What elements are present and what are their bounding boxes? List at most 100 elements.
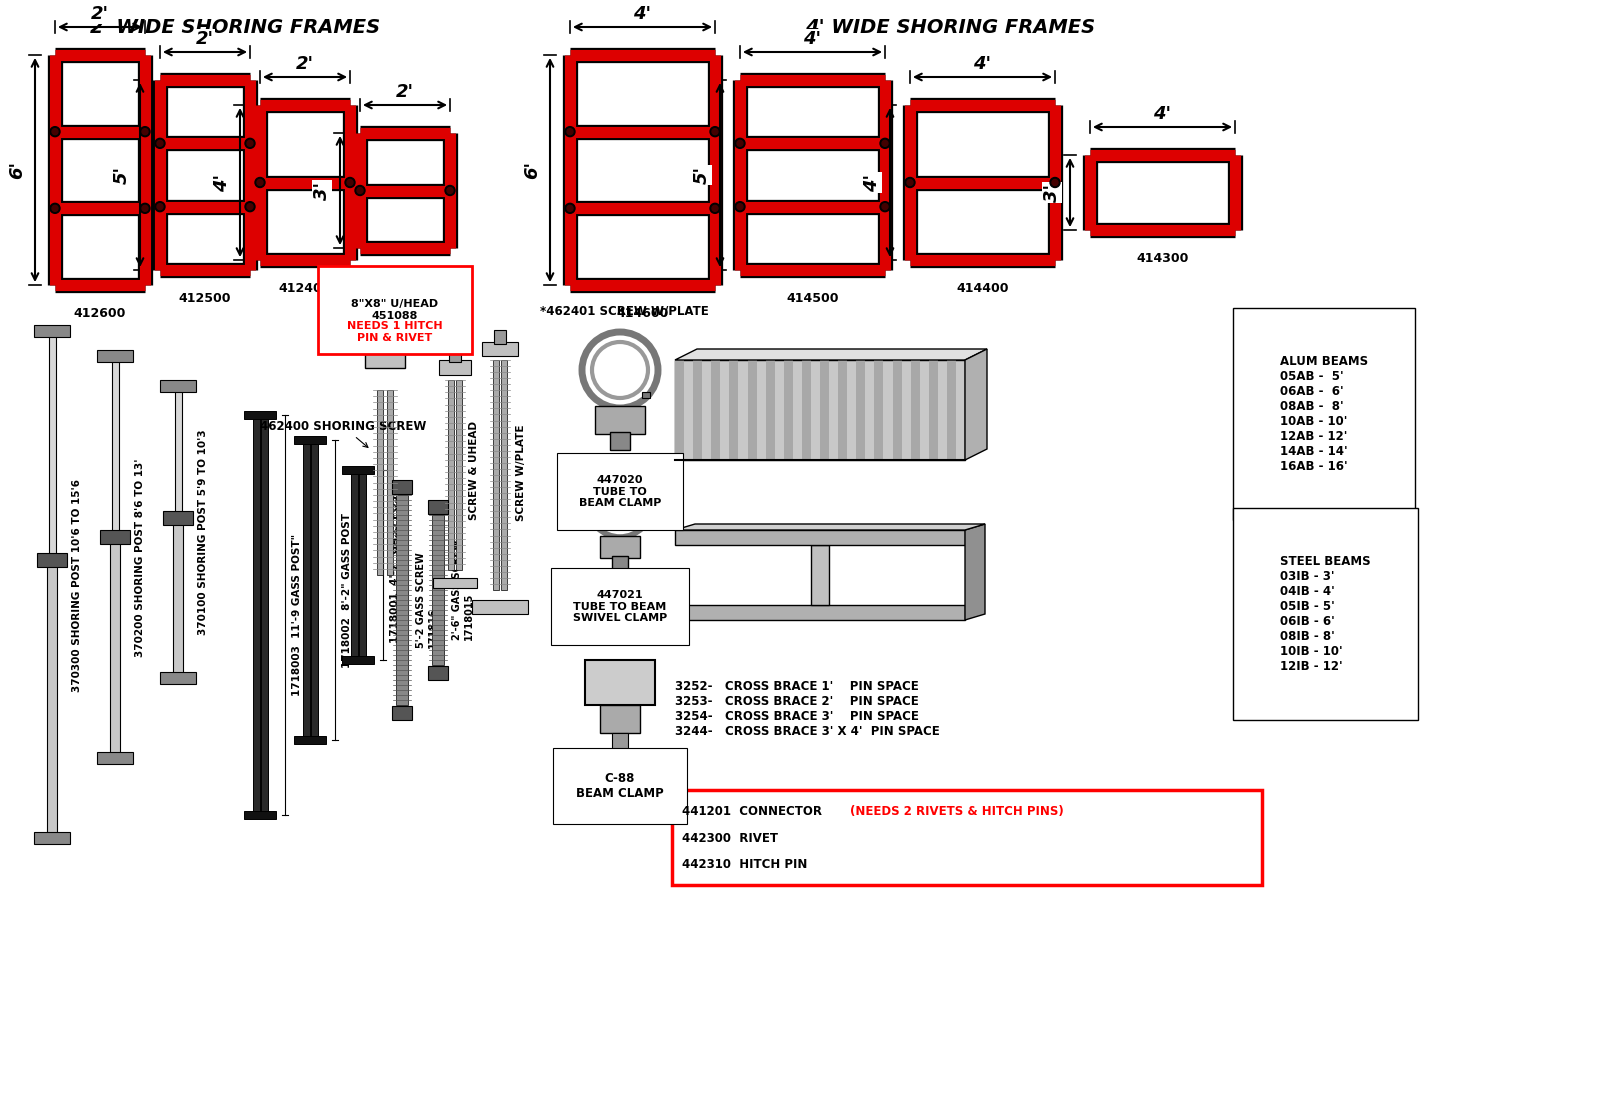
Text: 412500: 412500 bbox=[179, 292, 232, 305]
Polygon shape bbox=[675, 349, 987, 360]
Circle shape bbox=[155, 138, 165, 149]
Bar bbox=[429, 500, 448, 514]
Text: 4': 4' bbox=[862, 174, 882, 191]
Circle shape bbox=[1050, 177, 1059, 187]
Text: 370200 SHORING POST 8'6 TO 13': 370200 SHORING POST 8'6 TO 13' bbox=[134, 458, 146, 656]
Bar bbox=[160, 672, 195, 684]
Bar bbox=[253, 415, 259, 815]
Text: 412400: 412400 bbox=[379, 270, 432, 283]
Text: 370100 SHORING POST 5'9 TO 10'3: 370100 SHORING POST 5'9 TO 10'3 bbox=[198, 430, 208, 636]
Bar bbox=[48, 330, 56, 559]
Bar bbox=[397, 494, 408, 705]
Text: 4': 4' bbox=[973, 55, 992, 73]
Bar bbox=[874, 360, 883, 459]
Text: *462401 SCREW W/PLATE: *462401 SCREW W/PLATE bbox=[541, 305, 709, 318]
Bar bbox=[243, 811, 277, 819]
Text: 2': 2' bbox=[91, 5, 109, 23]
Text: 462400 SHORING SCREW: 462400 SHORING SCREW bbox=[259, 420, 426, 447]
Text: 4': 4' bbox=[213, 174, 230, 191]
Bar bbox=[501, 360, 507, 590]
Circle shape bbox=[346, 177, 355, 187]
Bar bbox=[448, 380, 454, 570]
Bar bbox=[438, 360, 470, 375]
Text: 414600: 414600 bbox=[616, 307, 669, 321]
Text: 8"X8" U/HEAD
451088: 8"X8" U/HEAD 451088 bbox=[352, 299, 438, 321]
Bar bbox=[37, 552, 67, 567]
Polygon shape bbox=[965, 349, 987, 459]
Text: SCREW W/PLATE: SCREW W/PLATE bbox=[515, 424, 526, 521]
Polygon shape bbox=[675, 524, 986, 529]
Bar bbox=[600, 705, 640, 733]
Text: 4' WIDE SHORING FRAMES: 4' WIDE SHORING FRAMES bbox=[805, 18, 1094, 37]
Bar bbox=[98, 350, 133, 362]
Bar bbox=[243, 411, 277, 419]
Bar bbox=[160, 380, 195, 392]
Text: 3252-   CROSS BRACE 1'    PIN SPACE
3253-   CROSS BRACE 2'    PIN SPACE
3254-   : 3252- CROSS BRACE 1' PIN SPACE 3253- CRO… bbox=[675, 680, 939, 738]
Circle shape bbox=[155, 201, 165, 211]
Bar bbox=[928, 360, 938, 459]
Circle shape bbox=[142, 129, 147, 135]
Bar bbox=[600, 536, 640, 558]
Bar bbox=[350, 470, 358, 660]
Circle shape bbox=[157, 140, 163, 147]
Text: 5': 5' bbox=[693, 166, 710, 184]
Bar bbox=[163, 511, 194, 525]
Text: 414300: 414300 bbox=[1136, 252, 1189, 265]
Text: 2': 2' bbox=[296, 55, 314, 73]
Text: 447021
TUBE TO BEAM
SWIVEL CLAMP: 447021 TUBE TO BEAM SWIVEL CLAMP bbox=[573, 590, 667, 624]
Bar bbox=[173, 517, 182, 680]
Circle shape bbox=[710, 203, 720, 213]
Circle shape bbox=[254, 177, 266, 187]
Text: 1718003  11'-9 GASS POST": 1718003 11'-9 GASS POST" bbox=[291, 534, 302, 696]
Circle shape bbox=[882, 203, 888, 210]
Circle shape bbox=[258, 179, 262, 186]
Bar bbox=[378, 330, 394, 352]
Text: STEEL BEAMS
03IB - 3'
04IB - 4'
05IB - 5'
06IB - 6'
08IB - 8'
10IB - 10'
12IB - : STEEL BEAMS 03IB - 3' 04IB - 4' 05IB - 5… bbox=[1280, 555, 1371, 673]
Bar bbox=[46, 559, 58, 840]
Circle shape bbox=[245, 138, 254, 149]
Bar bbox=[893, 360, 901, 459]
Circle shape bbox=[157, 203, 163, 210]
Bar bbox=[712, 360, 720, 459]
Bar bbox=[261, 415, 269, 815]
Bar bbox=[642, 392, 650, 398]
Circle shape bbox=[357, 187, 363, 194]
Bar bbox=[747, 360, 757, 459]
Bar bbox=[112, 354, 118, 537]
Text: NEEDS 1 HITCH
PIN & RIVET: NEEDS 1 HITCH PIN & RIVET bbox=[347, 322, 443, 342]
Circle shape bbox=[710, 127, 720, 137]
Circle shape bbox=[50, 127, 61, 137]
Bar bbox=[838, 360, 846, 459]
Circle shape bbox=[734, 138, 746, 149]
Text: 414500: 414500 bbox=[786, 292, 838, 305]
Circle shape bbox=[738, 140, 742, 147]
Bar bbox=[947, 360, 955, 459]
Circle shape bbox=[880, 201, 890, 211]
Circle shape bbox=[141, 127, 150, 137]
Bar bbox=[784, 360, 794, 459]
Circle shape bbox=[712, 206, 718, 211]
Bar bbox=[358, 470, 366, 660]
Text: ALUM BEAMS
05AB -  5'
06AB -  6'
08AB -  8'
10AB - 10'
12AB - 12'
14AB - 14'
16A: ALUM BEAMS 05AB - 5' 06AB - 6' 08AB - 8'… bbox=[1280, 354, 1368, 473]
Polygon shape bbox=[965, 524, 986, 620]
Bar bbox=[672, 790, 1262, 885]
Circle shape bbox=[906, 177, 915, 187]
Bar bbox=[450, 350, 461, 362]
Circle shape bbox=[880, 138, 890, 149]
Text: 370300 SHORING POST 10'6 TO 15'6: 370300 SHORING POST 10'6 TO 15'6 bbox=[72, 478, 82, 691]
Text: 1718001  4'-7" GASS POST: 1718001 4'-7" GASS POST bbox=[390, 487, 400, 642]
Bar bbox=[429, 666, 448, 680]
Bar bbox=[392, 480, 413, 494]
Bar bbox=[99, 531, 130, 544]
Circle shape bbox=[347, 179, 354, 186]
Text: 4': 4' bbox=[634, 5, 651, 23]
Text: (NEEDS 2 RIVETS & HITCH PINS): (NEEDS 2 RIVETS & HITCH PINS) bbox=[850, 805, 1064, 818]
Text: 5': 5' bbox=[114, 166, 131, 184]
Bar bbox=[675, 605, 965, 620]
Bar bbox=[302, 440, 310, 740]
Text: 6': 6' bbox=[8, 161, 26, 179]
Circle shape bbox=[141, 203, 150, 213]
Bar bbox=[472, 600, 528, 614]
Circle shape bbox=[907, 179, 914, 186]
Text: 2'-6" GASS SCREW
1718015: 2'-6" GASS SCREW 1718015 bbox=[453, 539, 474, 640]
